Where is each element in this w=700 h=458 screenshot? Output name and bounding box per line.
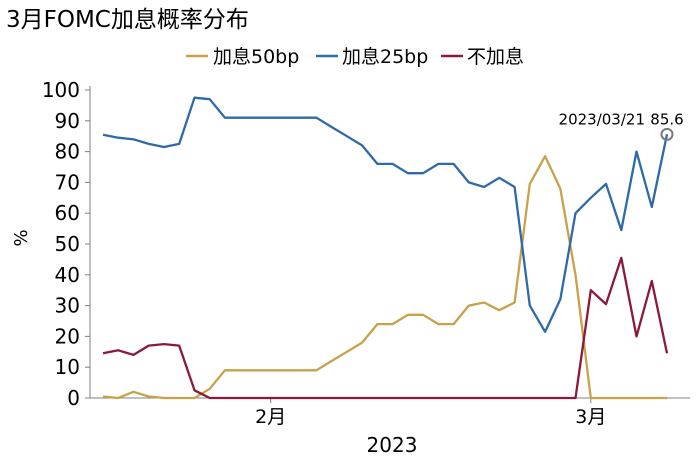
y-tick-label: 60 <box>55 201 80 225</box>
chart-title: 3月FOMC加息概率分布 <box>6 7 249 33</box>
y-tick-label: 10 <box>55 355 80 379</box>
y-tick-label: 80 <box>55 140 80 164</box>
legend-item-25bp: 加息25bp <box>316 46 428 68</box>
annotation-date: 2023/03/21 <box>559 110 645 128</box>
y-axis-label: % <box>11 229 32 246</box>
y-tick-label: 50 <box>55 232 80 256</box>
series-lines <box>102 96 669 400</box>
x-axis-label: 2023 <box>367 433 418 457</box>
legend-item-50bp: 加息50bp <box>186 46 299 68</box>
y-tick-label: 30 <box>55 294 80 318</box>
annotation-value: 85.6 <box>650 110 683 128</box>
legend-item-no-hike: 不加息 <box>441 46 524 68</box>
legend-label-no-hike: 不加息 <box>467 46 524 68</box>
y-tick-label: 90 <box>55 109 80 133</box>
annotation-marker <box>660 127 674 141</box>
series-line-25bp <box>102 96 669 333</box>
y-tick-label: 40 <box>55 263 80 287</box>
legend-label-25bp: 加息25bp <box>342 46 428 68</box>
annotation: 2023/03/21 85.6 <box>559 110 684 141</box>
series-line-no-hike <box>102 256 669 400</box>
y-tick-label: 100 <box>42 78 80 102</box>
y-ticks: 0 10 20 30 40 50 60 70 80 90 100 <box>42 78 90 410</box>
legend-label-50bp: 加息50bp <box>213 46 299 68</box>
y-tick-label: 0 <box>67 386 80 410</box>
x-tick-label: 2月 <box>255 406 286 428</box>
y-tick-label: 20 <box>55 324 80 348</box>
x-tick-label: 3月 <box>575 406 606 428</box>
series-line-50bp <box>102 155 667 400</box>
x-ticks: 2月 3月 <box>255 398 606 428</box>
y-tick-label: 70 <box>55 170 80 194</box>
legend: 加息50bp 加息25bp 不加息 <box>186 46 524 68</box>
